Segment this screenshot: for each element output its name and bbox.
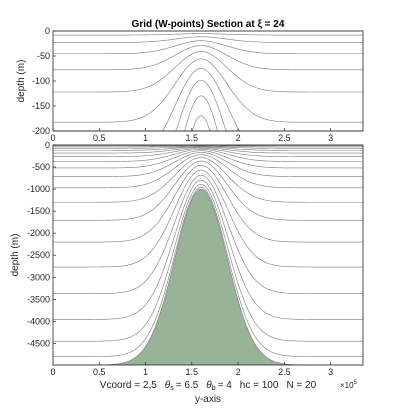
bottom-y-tick-label: -4000 [27, 316, 50, 326]
bottom-y-tick-label: -2500 [27, 250, 50, 260]
bottom-y-tick-label: 0 [45, 140, 50, 150]
bottom-grid-line [53, 165, 363, 243]
x-axis-label: y-axis [195, 394, 221, 405]
bottom-y-tick-label: -500 [32, 162, 50, 172]
top-axes-box [52, 30, 364, 132]
bottom-y-tick-label: -1500 [27, 206, 50, 216]
top-x-tick-label: 0.5 [93, 133, 106, 143]
top-grid-line [53, 80, 363, 132]
bottom-grid-line [53, 146, 363, 151]
top-grid-line [53, 40, 363, 55]
bottom-grid-line [53, 145, 363, 149]
bottom-x-tick-label: 2 [236, 367, 241, 377]
top-y-tick-label: 0 [45, 26, 50, 36]
bottom-x-tick-label: 1 [143, 367, 148, 377]
chart-title: Grid (W-points) Section at ξ = 24 [132, 19, 285, 30]
bottom-grid-line [53, 149, 363, 162]
bottom-grid-line [53, 147, 363, 154]
bottom-grid-line [53, 184, 363, 342]
top-y-tick-label: -150 [32, 101, 50, 111]
top-x-tick-label: 1 [143, 133, 148, 143]
bottom-grid-line [53, 169, 363, 268]
top-x-tick-label: 3 [328, 133, 333, 143]
top-y-tick-label: -100 [32, 76, 50, 86]
bottom-grid-line [53, 154, 363, 189]
top-grid-line [53, 58, 363, 123]
bottom-x-tick-label: 3 [328, 367, 333, 377]
bottom-grid-line [53, 147, 363, 157]
bottom-grid-line [53, 179, 363, 320]
top-x-tick-label: 1.5 [186, 133, 199, 143]
bottom-y-ticks: 0 -500 -1000 -1500 -2000 -2500 -3000 -3500 -4000… [27, 140, 56, 348]
top-y-tick-label: -200 [32, 126, 50, 136]
bottom-x-tick-label: 0.5 [93, 367, 106, 377]
grid-parameters-caption: Vcoord = 2,5 θs = 6.5 θb = 4 hc = 100 N = 20 [100, 380, 317, 392]
bottom-grid-line [53, 150, 363, 169]
top-x-tick-label: 2.5 [278, 133, 291, 143]
top-y-axis-label: depth (m) [16, 60, 27, 103]
top-axes: 0 0.5 1 1.5 2 2.5 3 0 -50 -100 -150 -200 depth (m) [16, 26, 364, 143]
bottom-x-tick-label: 2.5 [278, 367, 291, 377]
top-grid-line [53, 45, 363, 71]
bottom-grid-line [53, 187, 363, 357]
bottom-grid-line [53, 157, 363, 203]
bottom-grid-line [53, 152, 363, 177]
bottom-y-tick-label: -3500 [27, 294, 50, 304]
top-grid-lines [53, 30, 363, 132]
top-x-tick-label: 0 [50, 133, 55, 143]
bottom-grid-line [53, 160, 363, 221]
bottom-y-axis-label: depth (m) [10, 234, 21, 277]
bottom-y-tick-label: -2000 [27, 228, 50, 238]
top-grid-line [53, 36, 363, 43]
bottom-x-tick-label: 1.5 [186, 367, 199, 377]
bottom-x-tick-label: 0 [50, 367, 55, 377]
bottom-y-tick-label: -4500 [27, 338, 50, 348]
top-grid-line [53, 33, 363, 36]
bottom-y-tick-label: -1000 [27, 184, 50, 194]
bottom-y-tick-label: -3000 [27, 272, 50, 282]
bottom-grid-line [53, 174, 363, 294]
bottom-x-ticks: 0 0.5 1 1.5 2 2.5 3 [50, 362, 333, 377]
top-y-ticks: 0 -50 -100 -150 -200 [32, 26, 56, 136]
top-y-tick-label: -50 [37, 51, 50, 61]
seamount-fill [53, 189, 363, 365]
top-grid-line [53, 51, 363, 93]
bottom-axes: 0 0.5 1 1.5 2 2.5 3 0 -500 -1000 -1500 -2000 -2500 -… [10, 140, 364, 405]
top-x-tick-label: 2 [236, 133, 241, 143]
top-grid-line [53, 68, 363, 132]
top-x-ticks: 0 0.5 1 1.5 2 2.5 3 [50, 128, 333, 143]
x-exponent: ×105 [340, 380, 358, 390]
bottom-grid-line [53, 145, 363, 148]
